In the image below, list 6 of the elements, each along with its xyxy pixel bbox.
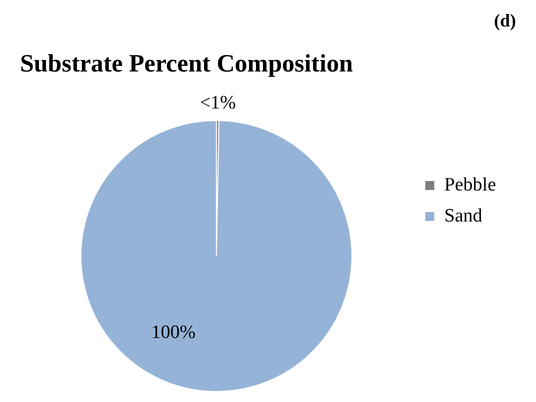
legend-label: Sand bbox=[444, 205, 483, 226]
chart-title: Substrate Percent Composition bbox=[20, 50, 353, 78]
data-label: <1% bbox=[200, 92, 236, 114]
data-label: 100% bbox=[151, 322, 196, 343]
legend-label: Pebble bbox=[444, 174, 496, 196]
text: (d) bbox=[494, 10, 516, 31]
